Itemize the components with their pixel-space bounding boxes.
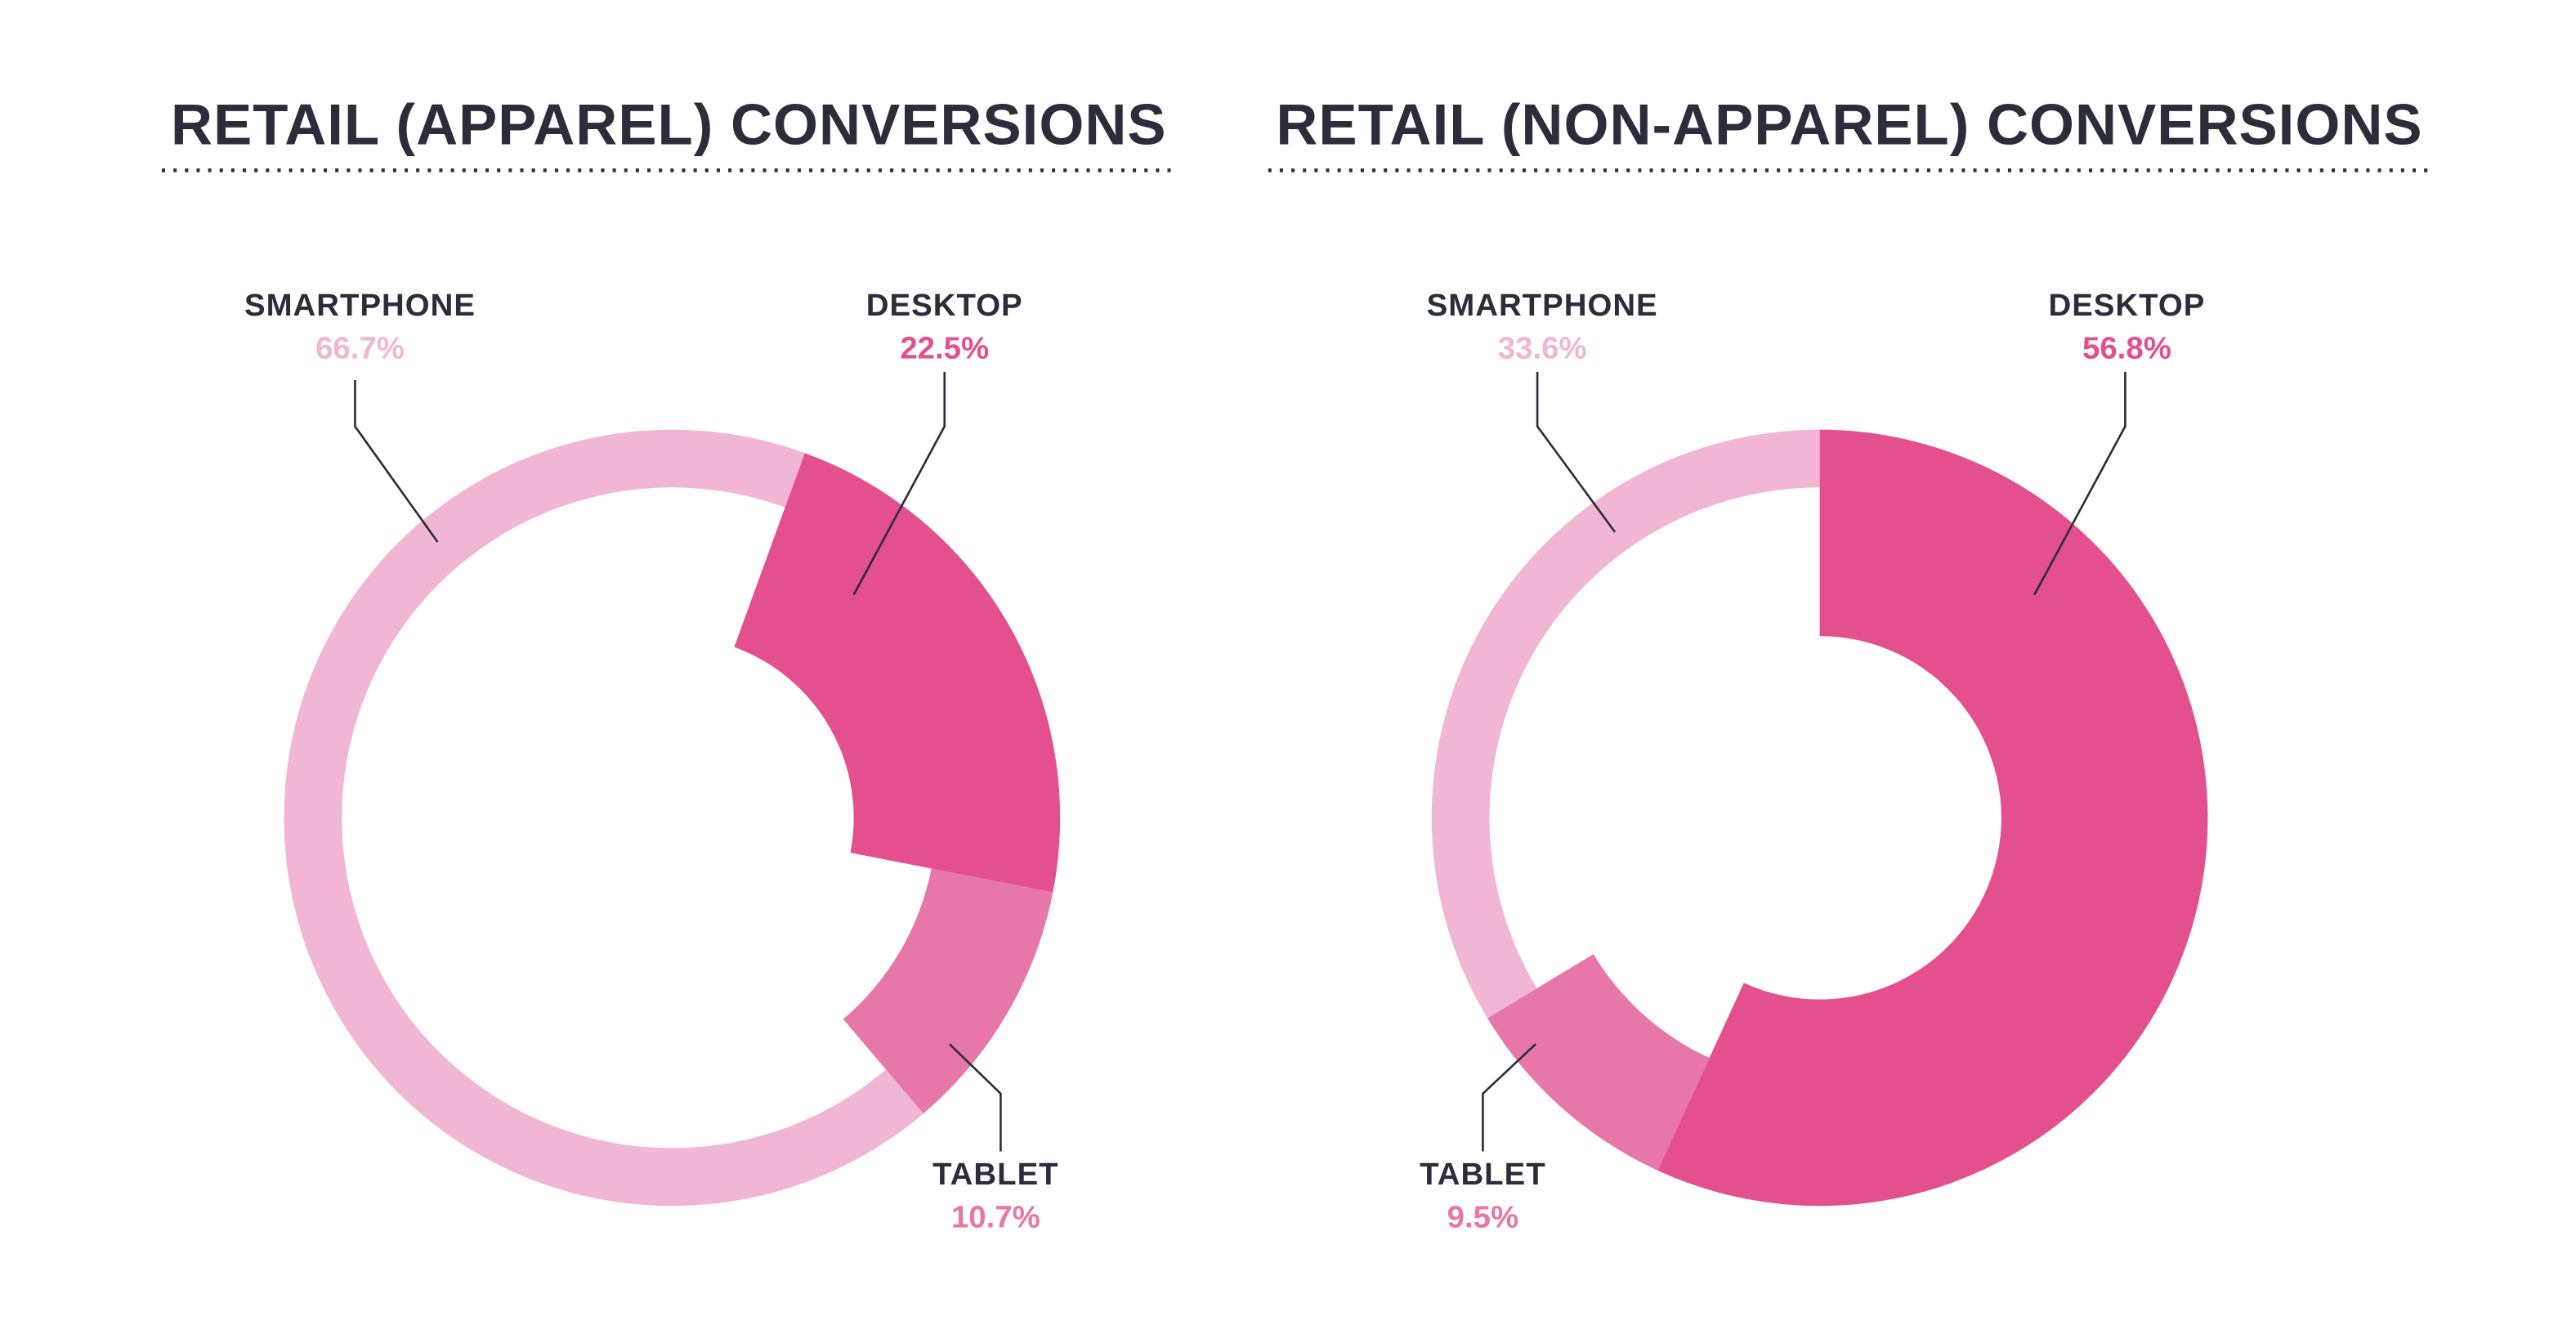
slice-label: DESKTOP bbox=[866, 288, 1023, 323]
pie-slice bbox=[284, 429, 924, 1207]
leader-line bbox=[2033, 371, 2127, 596]
leader-line bbox=[948, 1043, 1002, 1152]
chart-title: RETAIL (APPAREL) CONVERSIONS bbox=[171, 92, 1167, 157]
slice-label: TABLET bbox=[932, 1157, 1059, 1192]
slice-label: DESKTOP bbox=[2048, 288, 2205, 323]
slice-value: 22.5% bbox=[900, 331, 989, 366]
slice-label: SMARTPHONE bbox=[244, 288, 476, 323]
slice-value: 10.7% bbox=[951, 1200, 1040, 1235]
pie-slice bbox=[1657, 429, 2208, 1207]
slice-value: 56.8% bbox=[2082, 331, 2171, 366]
pie-slice bbox=[843, 868, 1053, 1114]
slice-value: 66.7% bbox=[315, 331, 405, 366]
pie-slice bbox=[734, 453, 1061, 893]
slice-label: TABLET bbox=[1420, 1157, 1546, 1192]
chart-title: RETAIL (NON-APPAREL) CONVERSIONS bbox=[1276, 92, 2422, 157]
pie-slice bbox=[1431, 429, 1820, 1019]
pie-slice bbox=[1487, 954, 1710, 1171]
slice-value: 33.6% bbox=[1498, 331, 1587, 366]
leader-line bbox=[354, 379, 439, 543]
slice-value: 9.5% bbox=[1447, 1200, 1518, 1235]
leader-line bbox=[852, 371, 946, 596]
slice-label: SMARTPHONE bbox=[1427, 288, 1658, 323]
leader-line bbox=[1482, 1043, 1536, 1152]
leader-line bbox=[1536, 371, 1617, 533]
